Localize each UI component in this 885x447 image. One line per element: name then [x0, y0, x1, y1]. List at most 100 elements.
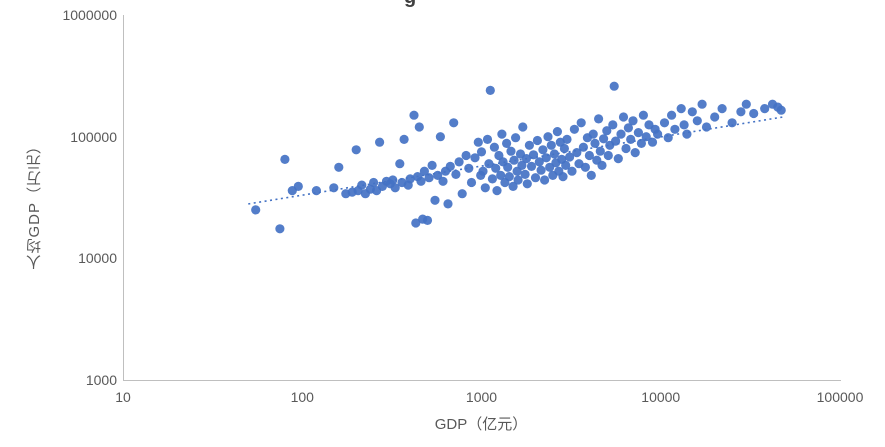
data-point	[594, 114, 604, 124]
data-point	[409, 110, 419, 120]
data-point	[311, 186, 321, 196]
data-point	[430, 195, 440, 205]
data-point	[485, 85, 495, 95]
data-point	[633, 128, 644, 138]
data-point	[670, 124, 680, 134]
data-point	[549, 149, 560, 159]
data-point	[395, 159, 405, 169]
data-point	[503, 162, 513, 172]
data-point	[597, 160, 607, 170]
data-point	[489, 142, 499, 152]
data-point	[521, 154, 532, 164]
data-point	[334, 162, 344, 172]
data-point	[506, 146, 516, 156]
data-point	[492, 186, 502, 196]
data-point	[584, 150, 595, 161]
data-point	[388, 175, 398, 185]
data-point	[487, 174, 497, 184]
y-tick-label: 100000	[70, 128, 117, 145]
data-point	[293, 181, 303, 191]
data-point	[701, 122, 712, 132]
clipped-edge-glyph: （	[877, 218, 885, 238]
data-point	[736, 107, 746, 117]
data-point	[717, 104, 727, 114]
data-point	[438, 176, 448, 186]
data-point	[464, 163, 474, 173]
data-point	[399, 134, 409, 144]
data-point	[518, 122, 528, 132]
data-point	[682, 129, 692, 139]
data-point	[466, 177, 477, 188]
data-point	[687, 107, 697, 117]
data-point	[630, 148, 640, 158]
data-point	[541, 153, 551, 163]
data-point	[653, 129, 663, 139]
data-point	[517, 160, 527, 170]
data-point	[534, 157, 544, 167]
data-point	[636, 138, 647, 148]
x-tick-label: 1000	[465, 389, 498, 405]
data-point	[578, 142, 589, 152]
data-point	[543, 132, 553, 142]
data-point	[599, 134, 609, 144]
data-point	[618, 112, 629, 122]
data-point	[558, 172, 568, 182]
data-point	[422, 215, 433, 225]
data-point	[433, 170, 443, 180]
data-point	[538, 145, 548, 155]
chart-title-fragment: g	[404, 0, 416, 8]
data-point	[449, 118, 459, 128]
data-point	[476, 147, 487, 157]
data-point	[470, 153, 480, 163]
data-point	[628, 116, 638, 126]
data-point	[626, 134, 636, 144]
data-point	[741, 99, 751, 109]
data-point	[513, 175, 523, 185]
data-point	[565, 152, 575, 162]
data-point	[419, 166, 429, 176]
data-point	[679, 120, 689, 130]
data-point	[530, 173, 541, 183]
data-point	[621, 143, 631, 154]
data-point	[502, 138, 512, 148]
x-axis-line	[123, 380, 841, 381]
data-point	[561, 160, 571, 170]
data-point	[390, 183, 400, 193]
data-point	[496, 170, 506, 180]
data-point	[414, 122, 424, 132]
data-point	[251, 205, 261, 215]
data-point	[572, 148, 582, 158]
data-point	[329, 183, 339, 193]
data-point	[692, 116, 702, 126]
data-point	[480, 183, 490, 193]
y-tick-label: 1000000	[62, 7, 117, 23]
data-point	[595, 146, 605, 156]
data-point	[491, 163, 501, 173]
data-point	[647, 137, 658, 147]
data-point	[445, 161, 455, 171]
data-point	[562, 134, 572, 144]
data-point	[427, 160, 437, 170]
data-point	[416, 176, 426, 186]
data-point	[623, 123, 634, 133]
data-point	[659, 118, 670, 128]
data-point	[676, 104, 686, 114]
data-point	[482, 134, 493, 144]
data-point	[351, 145, 361, 155]
data-point	[567, 166, 577, 176]
x-tick-label: 10	[115, 389, 131, 405]
data-point	[603, 150, 613, 161]
data-point	[357, 180, 367, 190]
y-axis-title: 人均GDP（万元）	[26, 138, 43, 270]
data-point	[760, 104, 770, 114]
data-point	[443, 199, 453, 209]
data-point	[528, 150, 539, 160]
x-tick-label: 10000	[641, 389, 681, 405]
data-point	[454, 157, 464, 167]
y-tick-label: 1000	[85, 372, 117, 388]
data-point	[552, 127, 563, 137]
data-point	[411, 218, 421, 228]
data-point	[504, 172, 514, 182]
data-point	[580, 162, 591, 172]
